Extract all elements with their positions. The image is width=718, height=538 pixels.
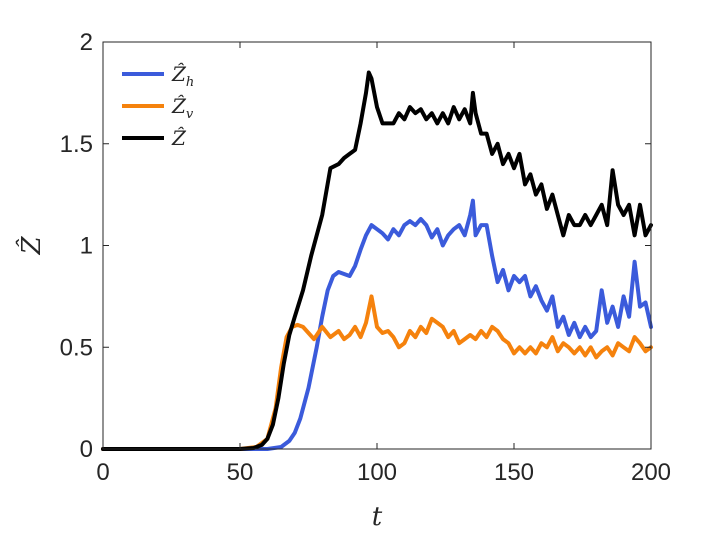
x-tick-label: 150 <box>494 459 534 486</box>
legend-label-2: Ẑv <box>171 94 194 122</box>
series-line-1 <box>101 198 653 451</box>
legend: Ẑh Ẑv Ẑ <box>122 62 194 150</box>
y-tick-label: 2 <box>80 29 93 56</box>
y-tick-label: 0 <box>80 436 93 463</box>
legend-label-3: Ẑ <box>171 126 187 150</box>
series-line-3 <box>101 70 653 451</box>
series-line-2 <box>101 294 653 451</box>
ticks-layer: 0 50 100 150 200 0 0.5 1 1.5 2 <box>60 29 671 486</box>
y-tick-label: 1 <box>80 233 93 260</box>
y-tick-label: 1.5 <box>60 131 93 158</box>
x-tick-label: 50 <box>227 459 254 486</box>
legend-label-1: Ẑh <box>171 62 194 90</box>
x-tick-label: 0 <box>96 459 109 486</box>
x-tick-label: 200 <box>631 459 671 486</box>
x-tick-label: 100 <box>357 459 397 486</box>
y-tick-label: 0.5 <box>60 334 93 361</box>
y-axis-label: Ẑ <box>15 236 47 256</box>
x-axis-label: t <box>372 502 383 532</box>
series-layer <box>101 70 653 451</box>
